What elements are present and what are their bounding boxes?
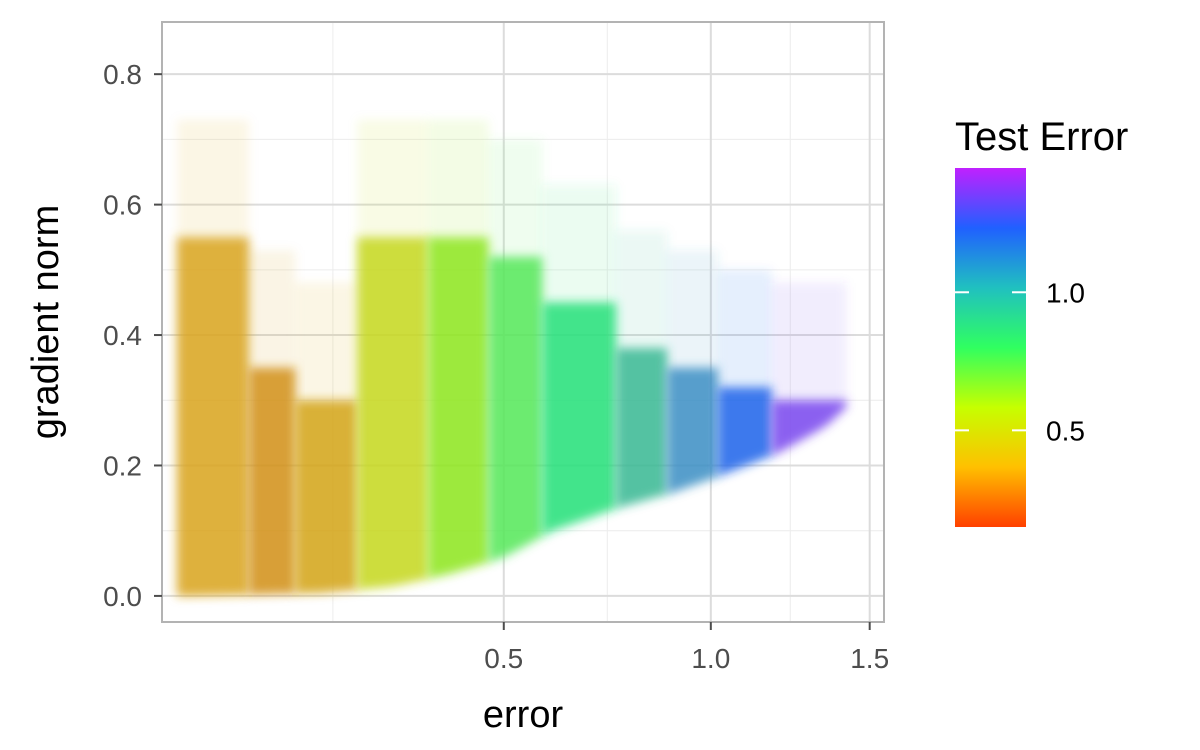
x-tick-label: 0.5: [484, 643, 523, 674]
colorbar-ticks: 0.5 1.0: [955, 277, 1085, 446]
y-tick-label: 0.0: [103, 581, 142, 612]
y-tick-label: 0.4: [103, 320, 142, 351]
colorbar: [955, 168, 1026, 527]
y-tick-label: 0.2: [103, 450, 142, 481]
y-axis-ticks: 0.0 0.2 0.4 0.6 0.8: [103, 59, 162, 612]
colorbar-tick-label: 0.5: [1046, 415, 1085, 446]
legend-title: Test Error: [955, 115, 1128, 159]
scatter-density-band: [428, 237, 489, 579]
scatter-density-band: [771, 400, 847, 455]
colorbar-tick-label: 1.0: [1046, 277, 1085, 308]
scatter-density-band: [667, 367, 718, 494]
scatter-density-band: [717, 387, 772, 476]
y-tick-label: 0.8: [103, 59, 142, 90]
scatter-points: [177, 119, 847, 596]
x-axis-title: error: [483, 694, 564, 736]
scatter-density-band: [177, 237, 249, 596]
scatter-density-band: [616, 348, 668, 508]
plot-border: [161, 21, 885, 623]
scatter-density-band: [542, 302, 617, 536]
scatter-density-band: [248, 367, 296, 595]
scatter-density-band: [295, 400, 358, 594]
x-tick-label: 1.0: [691, 643, 730, 674]
y-tick-label: 0.6: [103, 190, 142, 221]
x-tick-label: 1.5: [850, 643, 889, 674]
scatter-density-band: [488, 256, 543, 562]
scatter-density-band: [357, 237, 429, 590]
x-axis-ticks: 0.5 1.0 1.5: [484, 622, 889, 674]
y-axis-title: gradient norm: [25, 205, 67, 439]
